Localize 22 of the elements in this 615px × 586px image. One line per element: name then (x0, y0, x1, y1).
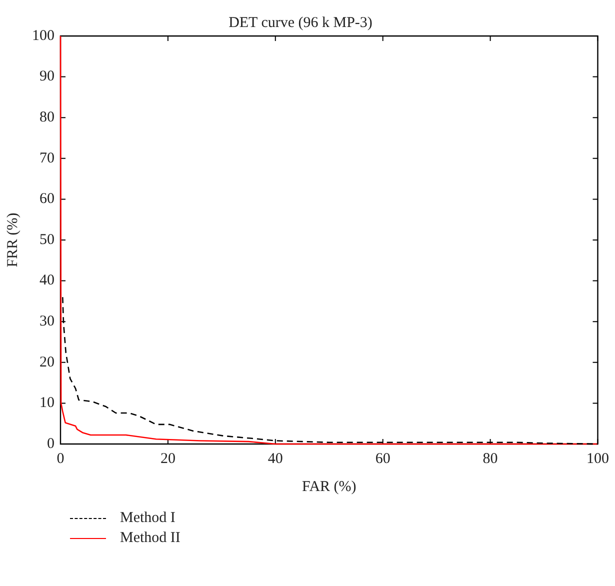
y-tick-label: 70 (40, 150, 54, 166)
y-tick-label: 10 (40, 395, 54, 412)
x-axis-title: FAR (%) (302, 478, 356, 495)
y-tick-label: 80 (40, 110, 54, 126)
y-tick-label: 100 (32, 28, 54, 44)
x-tick-label: 40 (268, 450, 283, 467)
y-tick-label: 0 (47, 436, 54, 452)
y-tick-label: 60 (40, 191, 54, 208)
y-tick-label: 30 (40, 314, 54, 330)
y-tick-label: 90 (40, 68, 54, 85)
y-tick-label: 40 (40, 272, 54, 289)
x-tick-label: 20 (160, 450, 176, 467)
y-axis-title: FRR (%) (4, 212, 21, 268)
y-tick-label: 20 (40, 354, 54, 370)
chart-title: DET curve (96 k MP-3) (228, 14, 372, 31)
y-tick-label: 50 (40, 232, 54, 248)
x-tick-label: 100 (586, 450, 609, 467)
legend-label: Method I (120, 510, 176, 526)
legend-label: Method II (120, 530, 180, 546)
x-tick-label: 0 (56, 450, 64, 467)
x-tick-label: 80 (482, 450, 498, 467)
x-tick-label: 60 (375, 450, 390, 467)
